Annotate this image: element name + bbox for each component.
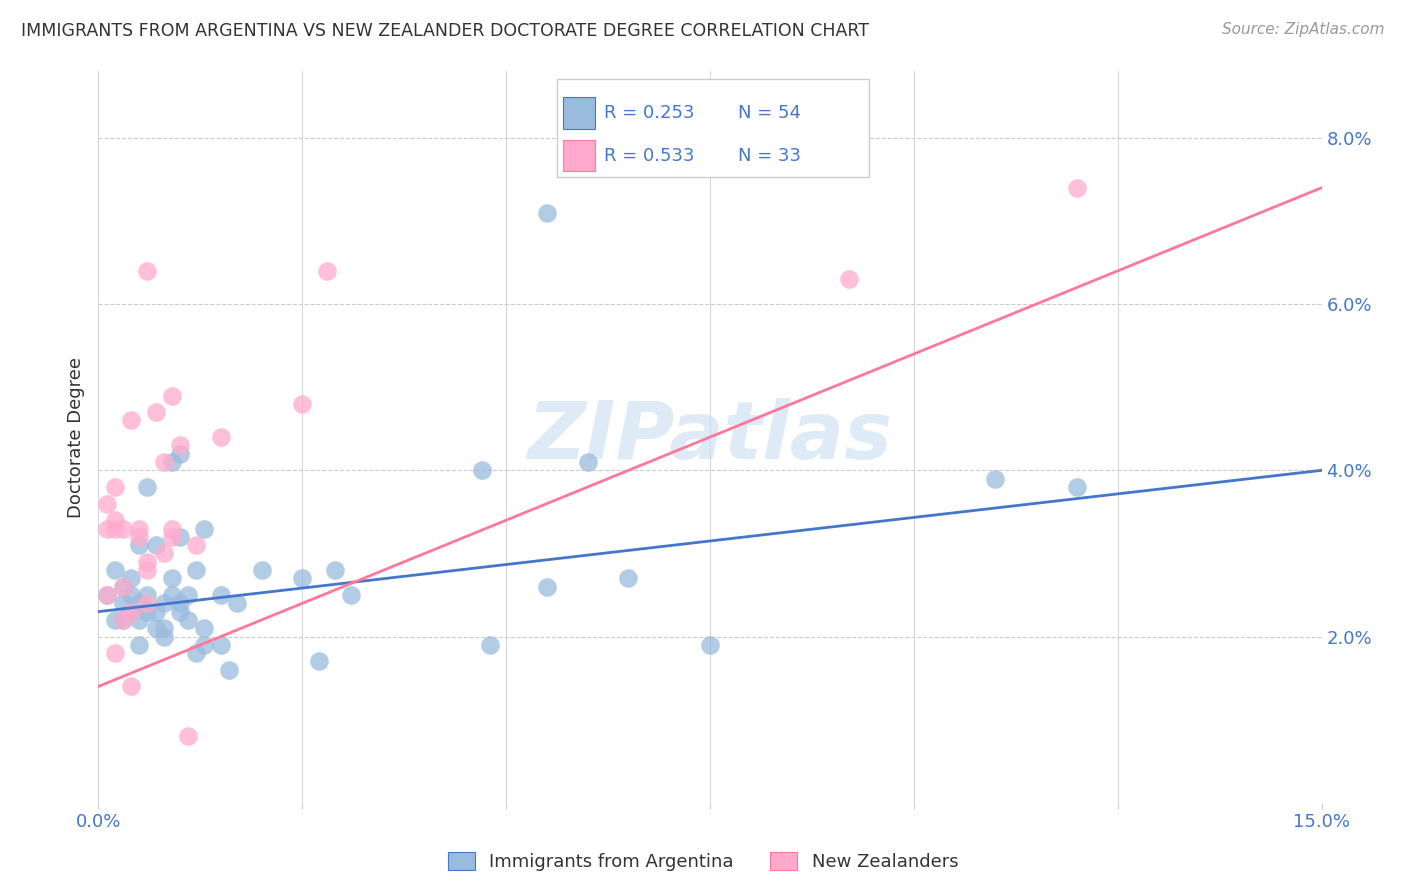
Point — [104, 563, 127, 577]
Text: IMMIGRANTS FROM ARGENTINA VS NEW ZEALANDER DOCTORATE DEGREE CORRELATION CHART: IMMIGRANTS FROM ARGENTINA VS NEW ZEALAND… — [21, 22, 869, 40]
Point — [128, 521, 150, 535]
Point — [96, 588, 118, 602]
Point — [209, 430, 232, 444]
Point — [193, 521, 215, 535]
Point — [145, 538, 167, 552]
Text: N = 54: N = 54 — [738, 104, 801, 122]
Point — [177, 729, 200, 743]
Point — [160, 530, 183, 544]
Point — [536, 580, 558, 594]
Y-axis label: Doctorate Degree: Doctorate Degree — [66, 357, 84, 517]
Point — [838, 272, 860, 286]
Point — [120, 413, 142, 427]
Point — [291, 397, 314, 411]
Point — [160, 388, 183, 402]
Point — [120, 571, 142, 585]
Point — [193, 621, 215, 635]
Point — [536, 205, 558, 219]
Point — [152, 621, 174, 635]
FancyBboxPatch shape — [557, 78, 869, 178]
Point — [169, 605, 191, 619]
Point — [111, 613, 134, 627]
Point — [96, 521, 118, 535]
Point — [120, 588, 142, 602]
Point — [136, 480, 159, 494]
Legend: Immigrants from Argentina, New Zealanders: Immigrants from Argentina, New Zealander… — [440, 845, 966, 879]
Point — [128, 596, 150, 610]
Point — [120, 605, 142, 619]
Point — [471, 463, 494, 477]
Point — [209, 588, 232, 602]
Point — [111, 580, 134, 594]
Point — [120, 605, 142, 619]
Point — [160, 455, 183, 469]
Point — [111, 521, 134, 535]
Point — [152, 546, 174, 560]
FancyBboxPatch shape — [564, 140, 595, 171]
Point — [186, 563, 208, 577]
Point — [218, 663, 240, 677]
Point — [193, 638, 215, 652]
Point — [177, 613, 200, 627]
Point — [315, 264, 337, 278]
Point — [111, 580, 134, 594]
Point — [984, 472, 1007, 486]
Point — [169, 530, 191, 544]
Point — [478, 638, 501, 652]
Point — [291, 571, 314, 585]
Point — [104, 513, 127, 527]
Point — [104, 613, 127, 627]
Point — [308, 655, 330, 669]
Point — [145, 605, 167, 619]
Point — [104, 480, 127, 494]
Point — [323, 563, 346, 577]
Point — [136, 555, 159, 569]
Point — [96, 588, 118, 602]
Point — [128, 638, 150, 652]
Point — [152, 596, 174, 610]
Point — [104, 646, 127, 660]
Point — [136, 588, 159, 602]
Point — [128, 538, 150, 552]
Point — [226, 596, 249, 610]
Point — [120, 680, 142, 694]
Point — [1066, 180, 1088, 194]
Text: Source: ZipAtlas.com: Source: ZipAtlas.com — [1222, 22, 1385, 37]
Point — [699, 638, 721, 652]
Point — [169, 596, 191, 610]
Point — [169, 438, 191, 452]
Point — [136, 605, 159, 619]
Text: R = 0.533: R = 0.533 — [605, 146, 695, 165]
Point — [340, 588, 363, 602]
Point — [128, 613, 150, 627]
Point — [186, 646, 208, 660]
Point — [160, 588, 183, 602]
Point — [1066, 480, 1088, 494]
Point — [145, 405, 167, 419]
Point — [104, 521, 127, 535]
Point — [250, 563, 273, 577]
Point — [160, 571, 183, 585]
Point — [169, 447, 191, 461]
Point — [576, 455, 599, 469]
Point — [111, 613, 134, 627]
Point — [136, 563, 159, 577]
Point — [186, 538, 208, 552]
Point — [160, 521, 183, 535]
Point — [136, 264, 159, 278]
Point — [177, 588, 200, 602]
Point — [145, 621, 167, 635]
Text: R = 0.253: R = 0.253 — [605, 104, 695, 122]
Point — [209, 638, 232, 652]
Text: ZIPatlas: ZIPatlas — [527, 398, 893, 476]
Text: N = 33: N = 33 — [738, 146, 801, 165]
Point — [617, 571, 640, 585]
Point — [152, 455, 174, 469]
Point — [128, 530, 150, 544]
FancyBboxPatch shape — [564, 97, 595, 129]
Point — [96, 497, 118, 511]
Point — [111, 596, 134, 610]
Point — [152, 630, 174, 644]
Point — [136, 596, 159, 610]
